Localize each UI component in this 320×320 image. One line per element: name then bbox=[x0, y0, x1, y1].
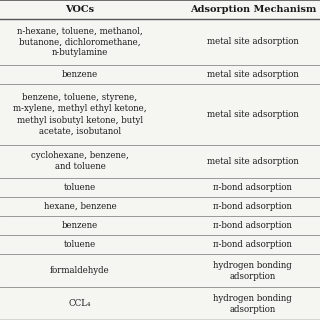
Text: hexane, benzene: hexane, benzene bbox=[44, 202, 116, 211]
Text: π-bond adsorption: π-bond adsorption bbox=[213, 202, 292, 211]
Text: metal site adsorption: metal site adsorption bbox=[207, 156, 299, 165]
Text: benzene, toluene, styrene,
m-xylene, methyl ethyl ketone,
methyl isobutyl ketone: benzene, toluene, styrene, m-xylene, met… bbox=[13, 93, 147, 136]
Text: benzene: benzene bbox=[62, 70, 98, 79]
Text: formaldehyde: formaldehyde bbox=[50, 266, 110, 275]
Text: hydrogen bonding
adsorption: hydrogen bonding adsorption bbox=[213, 260, 292, 281]
Text: π-bond adsorption: π-bond adsorption bbox=[213, 221, 292, 230]
Text: benzene: benzene bbox=[62, 221, 98, 230]
Text: cyclohexane, benzene,
and toluene: cyclohexane, benzene, and toluene bbox=[31, 151, 129, 171]
Text: hydrogen bonding
adsorption: hydrogen bonding adsorption bbox=[213, 293, 292, 314]
Text: π-bond adsorption: π-bond adsorption bbox=[213, 240, 292, 249]
Text: metal site adsorption: metal site adsorption bbox=[207, 70, 299, 79]
Text: CCL₄: CCL₄ bbox=[69, 299, 91, 308]
Text: toluene: toluene bbox=[64, 240, 96, 249]
Text: Adsorption Mechanism: Adsorption Mechanism bbox=[190, 5, 316, 14]
Text: toluene: toluene bbox=[64, 183, 96, 192]
Text: metal site adsorption: metal site adsorption bbox=[207, 110, 299, 119]
Text: π-bond adsorption: π-bond adsorption bbox=[213, 183, 292, 192]
Text: metal site adsorption: metal site adsorption bbox=[207, 37, 299, 46]
Text: VOCs: VOCs bbox=[65, 5, 95, 14]
Text: n-hexane, toluene, methanol,
butanone, dichloromethane,
n-butylamine: n-hexane, toluene, methanol, butanone, d… bbox=[17, 26, 143, 58]
